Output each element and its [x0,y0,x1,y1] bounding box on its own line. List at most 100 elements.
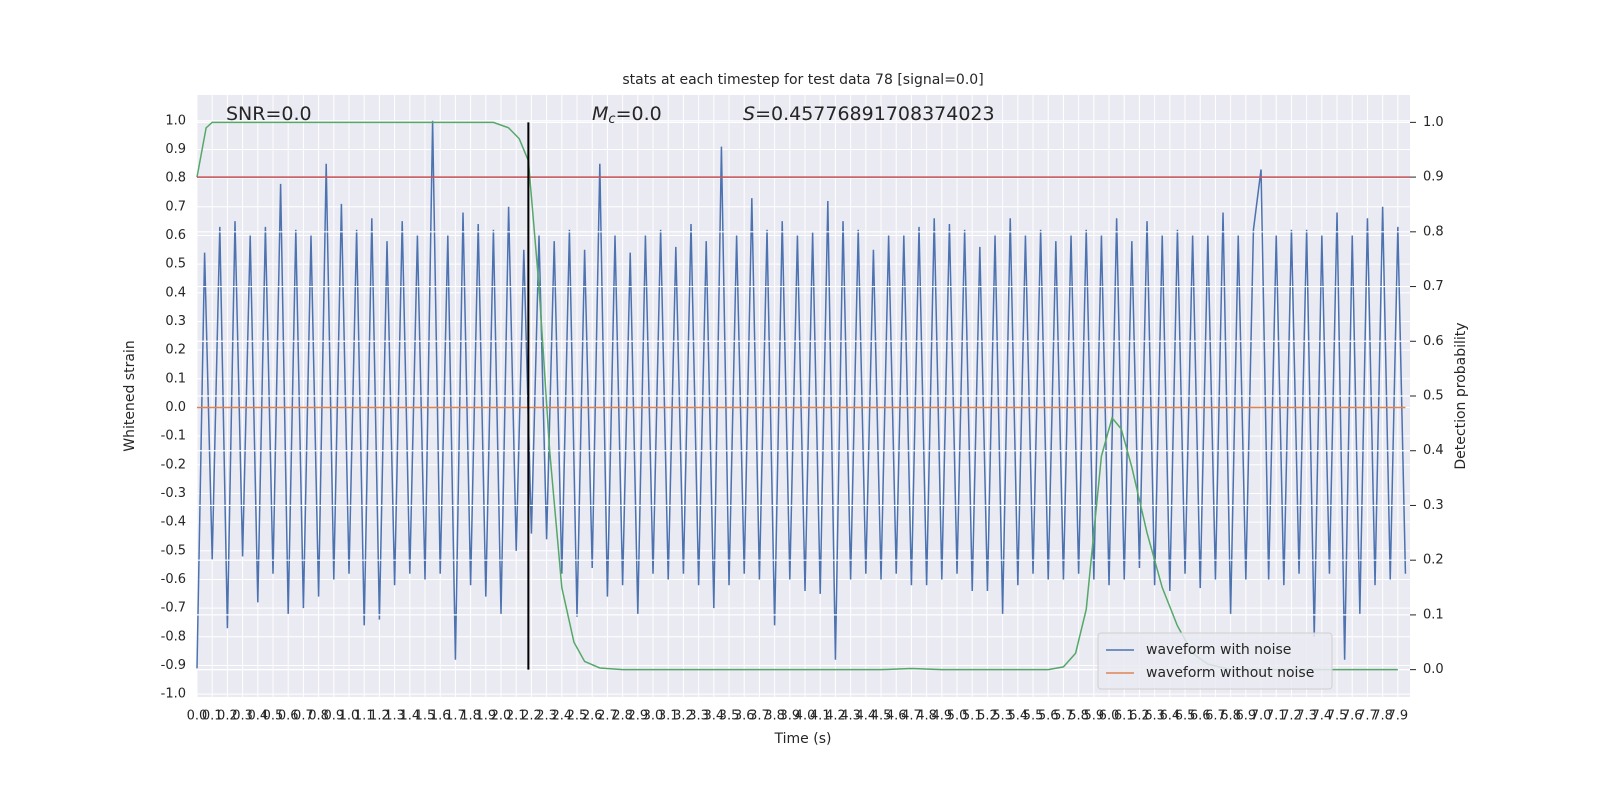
y-tick-label: 0.6 [165,228,186,243]
y-tick-label: 0.0 [165,400,186,415]
y2-tick-label: 0.4 [1423,443,1444,458]
x-tick-label: 7.3 [1296,709,1317,724]
x-tick-label: 4.0 [795,709,816,724]
x-tick-label: 0.9 [323,709,344,724]
y-tick-label: -0.7 [161,601,186,616]
x-tick-label: 4.2 [825,709,846,724]
x-tick-label: 5.8 [1068,709,1089,724]
chart-title: stats at each timestep for test data 78 … [622,72,983,88]
x-tick-label: 6.9 [1235,709,1256,724]
y-tick-label: 0.3 [165,314,186,329]
x-tick-label: 0.1 [202,709,223,724]
y2-tick-label: 1.0 [1423,115,1444,130]
x-tick-label: 6.6 [1190,709,1211,724]
y-tick-label: 0.9 [165,142,186,157]
y-axis-label: Whitened strain [122,340,138,451]
y-tick-label: 0.5 [165,257,186,272]
x-tick-label: 1.7 [445,709,466,724]
x-tick-label: 3.4 [703,709,724,724]
x-tick-label: 2.9 [627,709,648,724]
y-tick-label: 0.7 [165,199,186,214]
x-tick-label: 2.7 [597,709,618,724]
x-tick-label: 4.5 [871,709,892,724]
x-tick-label: 6.7 [1205,709,1226,724]
x-tick-label: 0.7 [293,709,314,724]
y-tick-label: -0.2 [161,457,186,472]
x-tick-label: 7.9 [1387,709,1408,724]
legend-label: waveform with noise [1146,642,1291,658]
x-tick-label: 2.2 [521,709,542,724]
y-tick-label: -0.1 [161,429,186,444]
y2-tick-label: 0.5 [1423,389,1444,404]
x-tick-label: 0.8 [308,709,329,724]
x-tick-label: 0.4 [247,709,268,724]
x-tick-label: 3.0 [643,709,664,724]
x-tick-label: 2.8 [612,709,633,724]
annotation-text: SNR=0.0 [226,103,312,125]
y-tick-label: 0.4 [165,285,186,300]
legend-label: waveform without noise [1146,665,1314,681]
x-tick-label: 7.4 [1311,709,1332,724]
x-tick-label: 1.6 [430,709,451,724]
x-tick-label: 5.2 [977,709,998,724]
x-tick-label: 5.6 [1038,709,1059,724]
x-tick-label: 5.4 [1007,709,1028,724]
x-tick-label: 2.4 [551,709,572,724]
y-tick-label: 0.8 [165,171,186,186]
x-tick-label: 7.0 [1251,709,1272,724]
annotation: S=0.45776891708374023 [743,103,995,125]
x-tick-label: 7.1 [1266,709,1287,724]
x-tick-label: 0.3 [232,709,253,724]
x-tick-label: 5.9 [1083,709,1104,724]
y-tick-label: -0.9 [161,658,186,673]
x-axis-label: Time (s) [774,731,832,747]
y-tick-label: -1.0 [161,687,186,702]
x-tick-label: 1.0 [339,709,360,724]
x-tick-label: 0.6 [278,709,299,724]
x-tick-label: 3.9 [779,709,800,724]
y2-tick-label: 0.7 [1423,279,1444,294]
x-tick-label: 3.2 [673,709,694,724]
x-tick-label: 3.3 [688,709,709,724]
x-tick-label: 6.1 [1114,709,1135,724]
annotation: SNR=0.0 [226,103,312,125]
y2-tick-label: 0.9 [1423,170,1444,185]
x-tick-label: 3.8 [764,709,785,724]
annotation-symbol: S [743,103,755,125]
x-tick-label: 6.3 [1144,709,1165,724]
x-tick-label: 3.6 [734,709,755,724]
annotation-symbol: M [592,103,608,125]
y-tick-label: -0.6 [161,572,186,587]
x-tick-label: 5.0 [947,709,968,724]
y-tick-label: -0.5 [161,543,186,558]
y-tick-label: 0.2 [165,343,186,358]
annotation-text: =0.0 [616,103,662,125]
x-tick-label: 5.1 [962,709,983,724]
x-tick-label: 1.5 [415,709,436,724]
x-tick-label: 1.8 [460,709,481,724]
y2-axis-label: Detection probability [1453,322,1469,469]
x-tick-label: 3.7 [749,709,770,724]
x-tick-label: 1.1 [354,709,375,724]
annotation-text: =0.45776891708374023 [755,103,995,125]
x-tick-label: 6.5 [1175,709,1196,724]
y2-tick-label: 0.6 [1423,334,1444,349]
x-tick-label: 3.5 [719,709,740,724]
series-line [196,120,1407,669]
x-tick-label: 4.3 [840,709,861,724]
x-tick-label: 4.7 [901,709,922,724]
x-tick-label: 2.5 [567,709,588,724]
x-tick-label: 3.1 [658,709,679,724]
x-tick-label: 1.4 [399,709,420,724]
x-tick-label: 4.1 [810,709,831,724]
x-tick-label: 1.2 [369,709,390,724]
x-tick-label: 5.7 [1053,709,1074,724]
y-tick-label: -0.3 [161,486,186,501]
annotation-subscript: c [608,112,615,127]
x-tick-label: 2.6 [582,709,603,724]
x-tick-label: 6.8 [1220,709,1241,724]
x-tick-label: 4.6 [886,709,907,724]
x-tick-label: 7.5 [1327,709,1348,724]
